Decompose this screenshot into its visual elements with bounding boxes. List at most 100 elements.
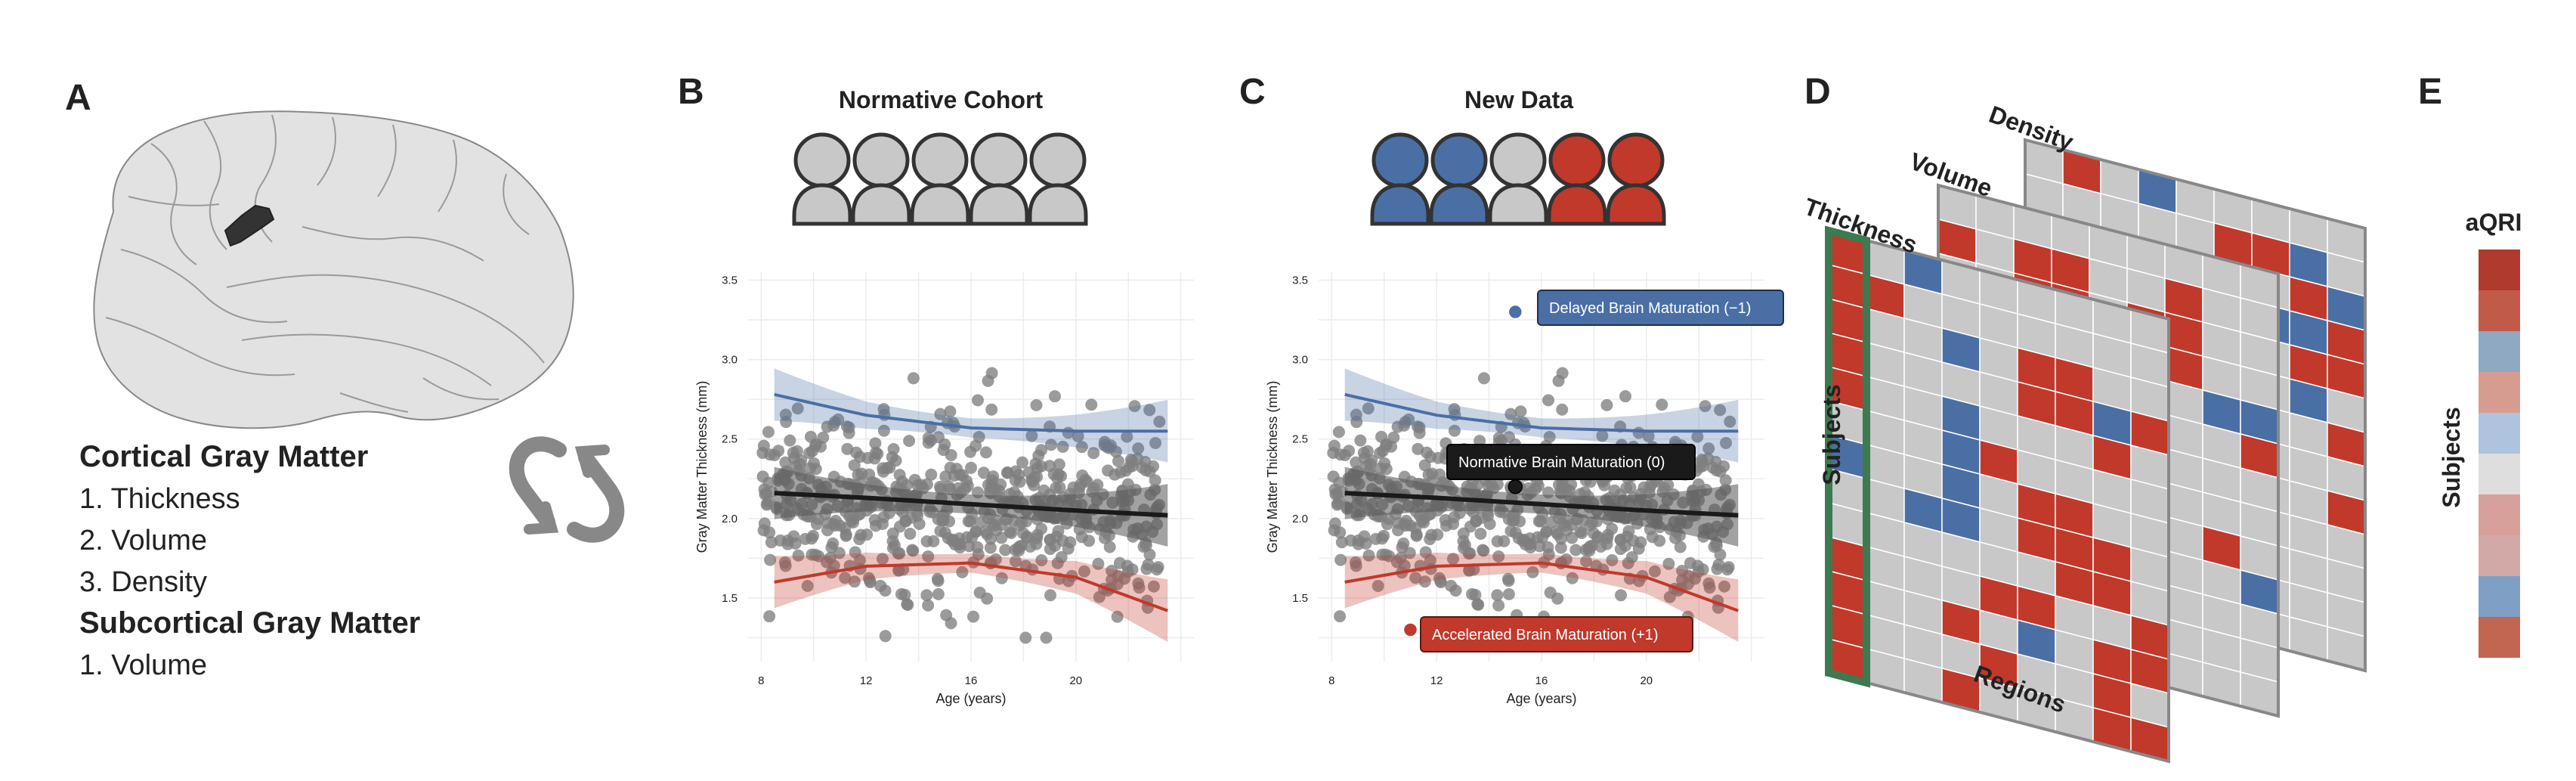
data-point	[1380, 439, 1393, 452]
data-point	[1334, 553, 1347, 566]
data-point	[1056, 440, 1069, 453]
brain-illustration	[93, 110, 574, 429]
panel-b: B Normative Cohort 8 12 16 20 1.5 2.0 2.5 3.0 3.…	[678, 72, 1194, 706]
person-body	[792, 183, 852, 226]
person-head	[793, 132, 851, 188]
data-point	[893, 469, 906, 482]
data-point	[1331, 498, 1344, 511]
data-point	[1143, 465, 1156, 478]
data-point	[790, 460, 802, 473]
data-point	[1001, 466, 1014, 479]
data-point	[1044, 543, 1056, 556]
data-point	[911, 479, 924, 492]
person-icon	[910, 132, 970, 226]
data-point	[1030, 538, 1043, 550]
callout-accelerated-box	[1420, 616, 1693, 652]
data-point	[984, 532, 997, 545]
data-point	[1421, 446, 1433, 459]
feature-list: Cortical Gray Matter 1. Thickness 2. Vol…	[79, 440, 420, 681]
data-point	[778, 556, 791, 569]
data-point	[934, 408, 947, 420]
person-icon	[1028, 132, 1088, 226]
trend-line-delayed	[1344, 392, 1739, 433]
data-point	[1362, 549, 1375, 562]
y-tick-label: 2.5	[1292, 433, 1308, 446]
data-point	[1491, 589, 1504, 602]
person-head	[852, 132, 910, 188]
data-point	[1601, 528, 1614, 541]
person-body	[1488, 183, 1548, 226]
person-body	[1547, 183, 1607, 226]
data-point	[1119, 464, 1132, 477]
data-point	[899, 514, 912, 527]
data-point	[1702, 442, 1715, 455]
data-point	[1482, 479, 1495, 492]
data-point	[760, 498, 773, 511]
person-body	[1370, 183, 1430, 226]
person-head	[1371, 132, 1429, 188]
data-point	[1072, 429, 1084, 442]
data-point	[1083, 535, 1096, 547]
data-point	[1350, 416, 1363, 429]
data-point	[762, 476, 775, 489]
person-icon	[969, 132, 1029, 226]
data-point	[1343, 445, 1356, 457]
y-tick-label: 1.5	[1292, 592, 1308, 605]
person-body	[969, 183, 1029, 226]
x-tick-label: 20	[1069, 674, 1082, 687]
data-point	[1535, 515, 1548, 528]
data-point	[1047, 468, 1060, 481]
x-tick-label: 16	[1535, 674, 1548, 687]
data-point	[1328, 517, 1341, 530]
data-point	[801, 580, 814, 593]
data-point	[1360, 460, 1373, 473]
data-point	[1015, 539, 1028, 552]
y-tick-label: 2.0	[1292, 513, 1308, 525]
data-point	[964, 515, 977, 528]
panel-letter-c: C	[1239, 72, 1266, 112]
person-body	[1429, 183, 1489, 226]
data-point	[995, 532, 1008, 544]
person-icon	[1488, 132, 1548, 226]
data-point	[848, 575, 861, 588]
person-head	[1430, 132, 1488, 188]
data-point	[1392, 524, 1405, 537]
data-point	[927, 535, 940, 547]
data-point	[1477, 372, 1490, 385]
data-point	[1574, 525, 1587, 538]
person-icon	[1370, 132, 1430, 226]
data-point	[1376, 532, 1389, 545]
data-point	[1105, 439, 1118, 452]
data-point	[762, 426, 775, 439]
data-point	[1019, 631, 1032, 644]
aqri-title: aQRI	[2466, 209, 2522, 236]
brain-outline	[93, 110, 574, 429]
person-body	[910, 183, 970, 226]
data-point	[868, 452, 881, 465]
data-point	[1718, 580, 1730, 593]
x-tick-label: 20	[1640, 674, 1653, 687]
person-head	[911, 132, 969, 188]
data-point	[940, 609, 953, 621]
data-point	[1352, 538, 1365, 550]
aqri-cell	[2479, 331, 2520, 372]
data-point	[1674, 541, 1687, 553]
data-point	[925, 468, 938, 481]
data-point	[1076, 469, 1089, 482]
data-point	[1566, 532, 1579, 544]
data-point	[977, 466, 990, 479]
data-point	[985, 403, 998, 416]
data-point	[994, 478, 1007, 491]
data-point	[1502, 587, 1515, 600]
data-point	[1699, 400, 1712, 413]
data-point	[1596, 429, 1609, 442]
data-point	[1471, 598, 1484, 611]
x-tick-label: 8	[758, 674, 764, 687]
data-point	[1328, 439, 1341, 452]
data-point	[1724, 415, 1736, 428]
data-point	[764, 553, 777, 566]
data-point	[1044, 589, 1057, 602]
panel-letter-b: B	[678, 72, 704, 112]
y-axis-label: Gray Matter Thickness (mm)	[1265, 381, 1280, 553]
data-point	[1569, 544, 1582, 556]
